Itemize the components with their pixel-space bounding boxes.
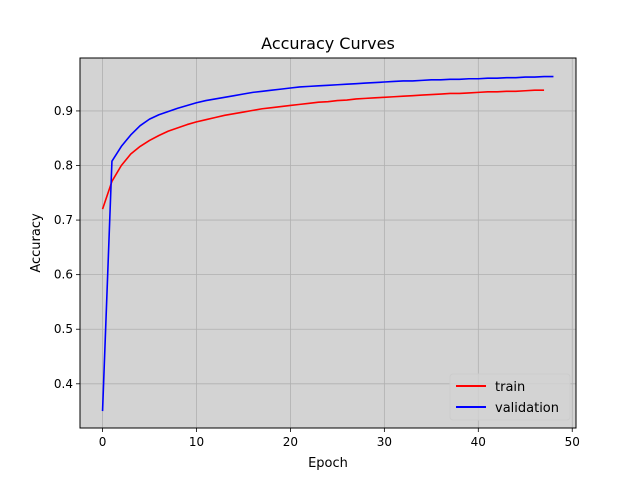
x-axis-label: Epoch <box>308 456 348 471</box>
plot-frame <box>79 57 577 429</box>
y-tick-label: 0.8 <box>54 159 73 173</box>
y-tick-label: 0.4 <box>54 377 73 391</box>
series-lines <box>101 75 554 412</box>
x-tick-label: 0 <box>99 435 107 449</box>
x-tick-label: 10 <box>189 435 204 449</box>
x-tick-label: 20 <box>283 435 298 449</box>
y-axis-label: Accuracy <box>29 213 44 273</box>
series-line-train <box>101 89 545 210</box>
series-line-validation <box>101 75 554 412</box>
chart-title: Accuracy Curves <box>261 34 395 53</box>
axis-ticks: 0 10 20 30 40 50 0.4 0.5 0.6 0.7 0.8 0.9 <box>54 104 580 449</box>
plot-area <box>80 58 576 428</box>
grid <box>80 58 576 428</box>
legend-label-train: train <box>495 380 525 395</box>
y-tick-label: 0.5 <box>54 322 73 336</box>
x-tick-label: 30 <box>377 435 392 449</box>
x-tick-label: 40 <box>471 435 486 449</box>
y-tick-label: 0.6 <box>54 268 73 282</box>
legend: train validation <box>449 373 571 421</box>
y-tick-label: 0.7 <box>54 213 73 227</box>
y-tick-label: 0.9 <box>54 104 73 118</box>
legend-label-validation: validation <box>495 401 559 416</box>
x-tick-label: 50 <box>565 435 580 449</box>
